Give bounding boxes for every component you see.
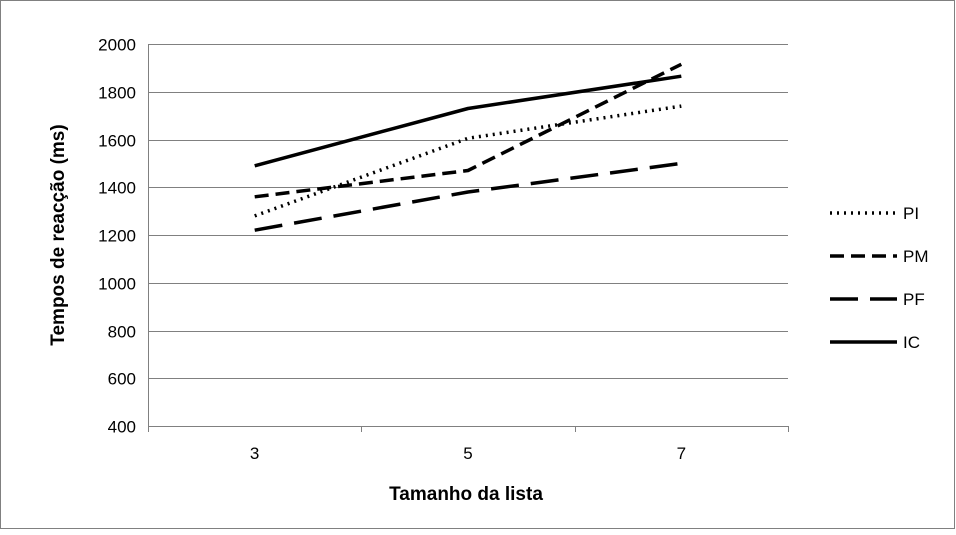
y-tick-label: 600 xyxy=(108,370,136,389)
legend-label-pm: PM xyxy=(903,247,929,266)
x-axis-title: Tamanho da lista xyxy=(389,484,543,505)
y-tick-label: 1600 xyxy=(98,132,136,151)
y-tick-label: 800 xyxy=(108,323,136,342)
y-axis-title: Tempos de reacção (ms) xyxy=(48,124,69,345)
x-tick-label: 5 xyxy=(463,444,472,463)
y-tick-label: 400 xyxy=(108,418,136,437)
legend: PI PM PF IC xyxy=(830,204,929,352)
legend-label-ic: IC xyxy=(903,333,920,352)
series-line-pf xyxy=(254,161,682,232)
y-axis-ticks: 400 600 800 1000 1200 1400 1600 1800 2000 xyxy=(98,36,136,437)
x-axis xyxy=(148,44,789,432)
legend-label-pf: PF xyxy=(903,290,925,309)
y-tick-label: 1800 xyxy=(98,84,136,103)
x-tick-label: 3 xyxy=(250,444,259,463)
gridlines xyxy=(148,44,788,427)
y-tick-label: 1400 xyxy=(98,179,136,198)
y-tick-label: 1200 xyxy=(98,227,136,246)
series-line-pm xyxy=(254,62,683,199)
x-tick-label: 7 xyxy=(677,444,686,463)
x-axis-ticks: 3 5 7 xyxy=(250,444,686,463)
y-tick-label: 2000 xyxy=(98,36,136,55)
y-tick-label: 1000 xyxy=(98,275,136,294)
legend-label-pi: PI xyxy=(903,204,919,223)
series-lines xyxy=(254,62,683,232)
series-line-ic xyxy=(254,74,682,168)
